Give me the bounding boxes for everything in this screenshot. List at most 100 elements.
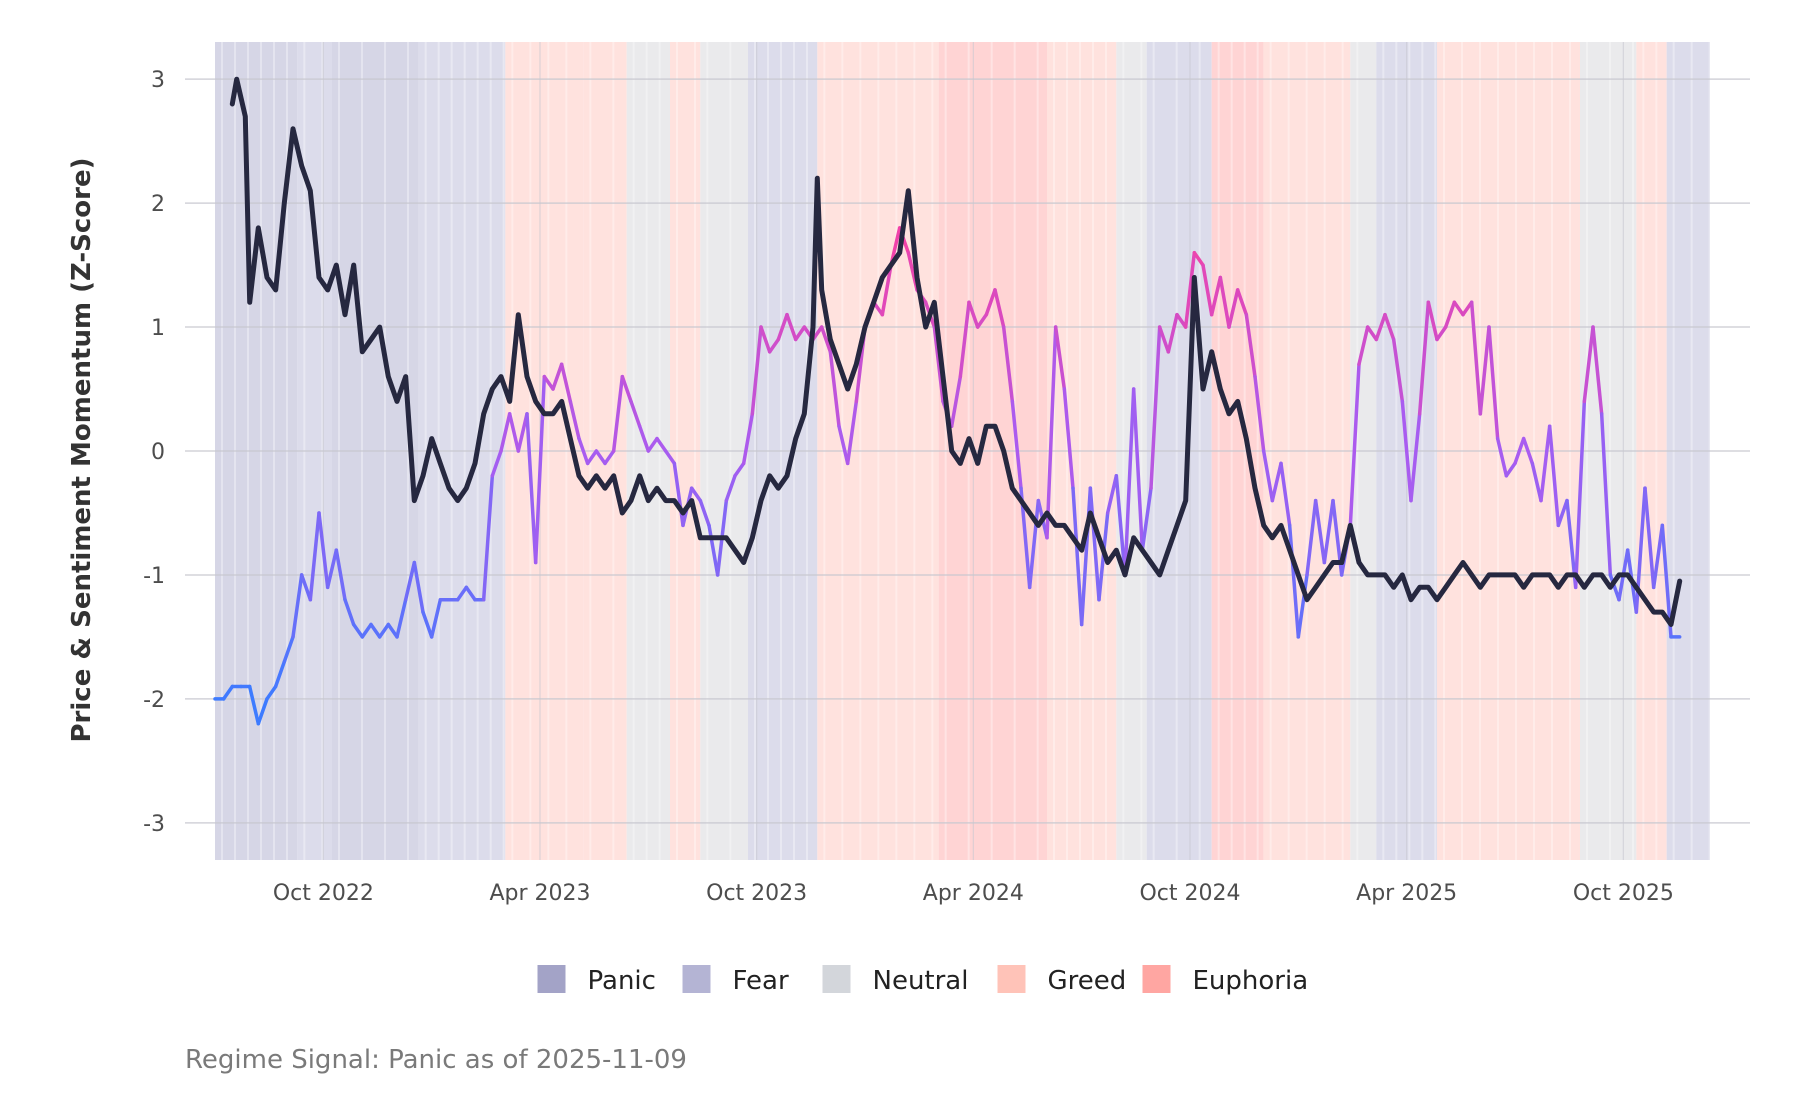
sentiment-segment <box>1365 325 1379 342</box>
sentiment-segment <box>1183 250 1197 329</box>
sentiment-segment <box>1417 300 1431 416</box>
sentiment-segment <box>542 374 555 391</box>
sentiment-segment <box>481 474 495 602</box>
sentiment-segment <box>1556 498 1569 528</box>
sentiment-segment <box>1539 424 1552 503</box>
sentiment-segment <box>845 399 859 466</box>
sentiment-segment <box>1027 498 1041 590</box>
sentiment-segment <box>299 573 313 602</box>
sentiment-segment <box>1495 436 1509 478</box>
sentiment-segment <box>1547 424 1561 528</box>
legend-label-neutral: Neutral <box>873 966 969 996</box>
sentiment-segment <box>360 622 373 639</box>
sentiment-segment <box>1400 399 1413 503</box>
sentiment-segment <box>1287 523 1301 639</box>
x-tick-label: Oct 2023 <box>706 881 807 906</box>
sentiment-segment <box>1478 325 1491 416</box>
sentiment-segment <box>516 412 529 453</box>
sentiment-segment <box>819 325 833 354</box>
sentiment-segment <box>334 548 347 602</box>
sentiment-segment <box>1383 312 1396 342</box>
sentiment-segment <box>594 449 607 466</box>
sentiment-segment <box>1487 325 1500 441</box>
sentiment-segment <box>1079 486 1093 627</box>
sentiment-segment <box>646 436 659 453</box>
sentiment-segment <box>785 312 798 342</box>
sentiment-segment <box>568 399 581 441</box>
sentiment-segment <box>1504 461 1517 478</box>
sentiment-segment <box>837 424 850 466</box>
sentiment-segment <box>1010 399 1023 490</box>
sentiment-segment <box>1062 387 1075 490</box>
y-tick-label: -3 <box>143 812 165 837</box>
sentiment-segment <box>559 362 573 404</box>
sentiment-segment <box>1305 498 1318 577</box>
series-lines <box>213 76 1683 726</box>
sentiment-segment <box>412 560 425 614</box>
y-tick-label: -1 <box>143 564 165 589</box>
sentiment-segment <box>490 449 503 478</box>
sentiment-segment <box>282 635 295 664</box>
sentiment-segment <box>1045 325 1058 540</box>
x-tick-labels: Oct 2022 Apr 2023 Oct 2023 Apr 2024 Oct 2024… <box>273 881 1674 906</box>
sentiment-segment <box>689 486 703 503</box>
sentiment-segment <box>273 659 287 689</box>
sentiment-segment <box>993 288 1006 329</box>
legend-swatch-panic <box>537 965 566 993</box>
sentiment-segment <box>1443 300 1457 329</box>
legend-label-fear: Fear <box>733 966 789 996</box>
sentiment-segment <box>1071 486 1084 627</box>
sentiment-segment <box>1001 325 1015 404</box>
sentiment-segment <box>1209 275 1223 317</box>
sentiment-segment <box>880 263 893 317</box>
sentiment-segment <box>421 610 434 639</box>
sentiment-segment <box>369 622 382 639</box>
sentiment-segment <box>707 523 720 577</box>
x-tick-label: Oct 2025 <box>1573 881 1674 906</box>
sentiment-segment <box>429 597 443 639</box>
y-tick-label: 2 <box>151 192 165 217</box>
sentiment-segment <box>1140 486 1153 552</box>
sentiment-segment <box>1201 263 1214 317</box>
sentiment-segment <box>663 449 677 466</box>
sentiment-segment <box>1357 325 1370 366</box>
sentiment-segment <box>984 288 997 317</box>
sentiment-segment <box>1513 436 1526 466</box>
sentiment-segment <box>291 573 304 639</box>
sentiment-segment <box>1435 325 1448 342</box>
sentiment-segment <box>221 684 235 701</box>
sentiment-segment <box>265 684 278 701</box>
sentiment-segment <box>256 697 269 726</box>
sentiment-segment <box>655 436 668 453</box>
legend-swatch-neutral <box>822 965 851 993</box>
sentiment-segment <box>698 498 711 528</box>
sentiment-segment <box>620 374 633 404</box>
legend-label-greed: Greed <box>1048 966 1127 996</box>
sentiment-segment <box>395 597 408 639</box>
sentiment-segment <box>1088 486 1101 602</box>
regime-caption: Regime Signal: Panic as of 2025-11-09 <box>185 1045 687 1075</box>
x-tick-label: Apr 2025 <box>1356 881 1457 906</box>
sentiment-segment <box>1192 250 1205 267</box>
sentiment-segment <box>1599 412 1613 577</box>
sentiment-segment <box>793 325 807 342</box>
sentiment-segment <box>733 461 746 478</box>
sentiment-segment <box>1114 474 1127 577</box>
sentiment-segment <box>499 412 512 453</box>
sentiment-segment <box>828 350 841 428</box>
sentiment-segment <box>1469 300 1483 416</box>
sentiment-segment <box>949 374 963 428</box>
sentiment-segment <box>1452 300 1465 317</box>
sentiment-segment <box>637 424 651 453</box>
x-tick-label: Apr 2023 <box>489 881 590 906</box>
sentiment-segment <box>1409 412 1422 503</box>
sentiment-segment <box>1348 362 1361 528</box>
sentiment-segment <box>1426 300 1439 342</box>
sentiment-segment <box>603 449 616 466</box>
sentiment-segment <box>1123 387 1136 577</box>
sentiment-segment <box>1157 325 1171 354</box>
sentiment-segment <box>741 412 755 466</box>
sentiment-segment <box>386 622 399 639</box>
sentiment-segment <box>1591 325 1604 416</box>
